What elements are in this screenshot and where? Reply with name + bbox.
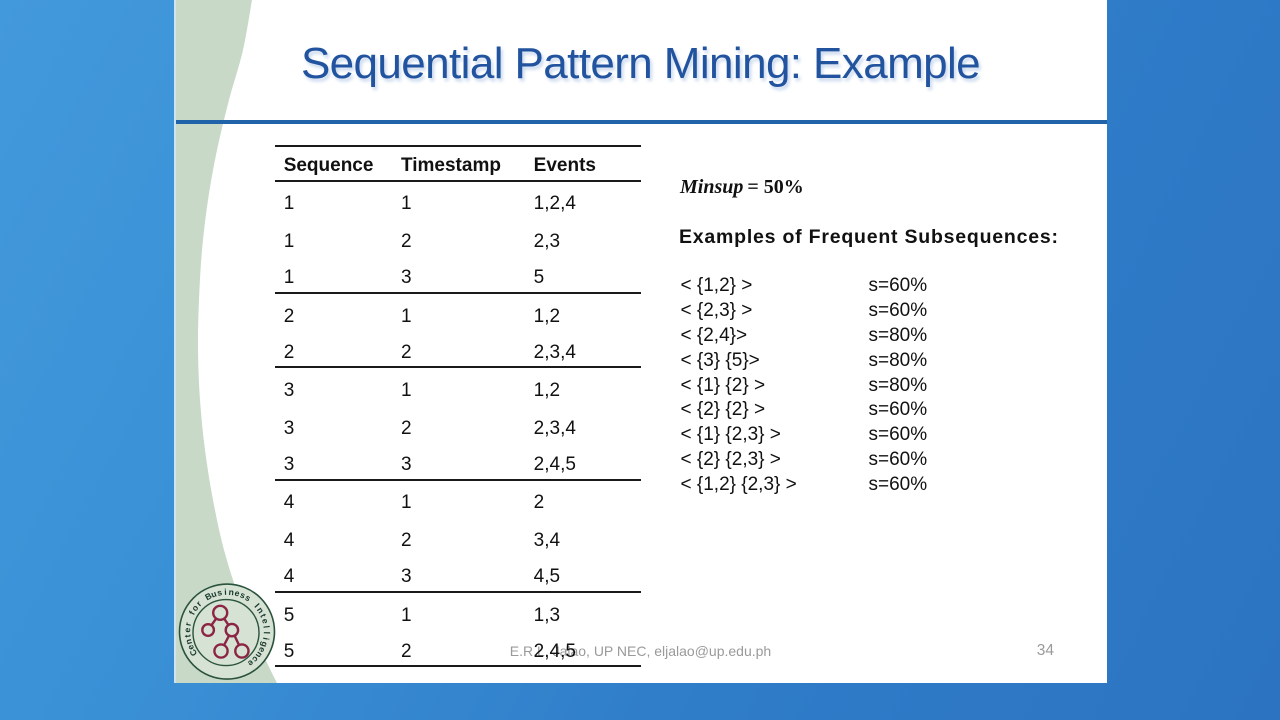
svg-text:e: e bbox=[182, 627, 192, 632]
svg-text:l: l bbox=[261, 625, 271, 629]
svg-text:B: B bbox=[203, 591, 213, 603]
svg-text:e: e bbox=[185, 643, 196, 652]
svg-text:t: t bbox=[182, 634, 192, 638]
svg-text:l: l bbox=[262, 631, 272, 634]
svg-text:n: n bbox=[228, 587, 234, 598]
svg-text:n: n bbox=[254, 650, 265, 660]
svg-text:e: e bbox=[246, 658, 256, 669]
svg-text:s: s bbox=[216, 587, 223, 598]
svg-text:n: n bbox=[183, 638, 194, 646]
svg-text:n: n bbox=[255, 605, 266, 615]
svg-text:t: t bbox=[258, 612, 268, 619]
svg-text:s: s bbox=[239, 590, 248, 601]
svg-text:u: u bbox=[210, 588, 218, 599]
svg-text:f: f bbox=[187, 609, 197, 616]
svg-text:e: e bbox=[234, 588, 241, 599]
svg-text:I: I bbox=[252, 601, 261, 609]
svg-text:r: r bbox=[194, 598, 204, 608]
svg-text:s: s bbox=[243, 592, 253, 603]
svg-text:o: o bbox=[189, 603, 200, 613]
svg-text:c: c bbox=[250, 654, 261, 665]
svg-text:e: e bbox=[260, 617, 271, 624]
svg-text:C: C bbox=[187, 647, 199, 658]
svg-text:i: i bbox=[261, 637, 271, 641]
svg-text:i: i bbox=[224, 587, 227, 597]
svg-text:g: g bbox=[259, 640, 270, 648]
svg-text:e: e bbox=[257, 645, 268, 654]
svg-text:r: r bbox=[183, 621, 194, 627]
